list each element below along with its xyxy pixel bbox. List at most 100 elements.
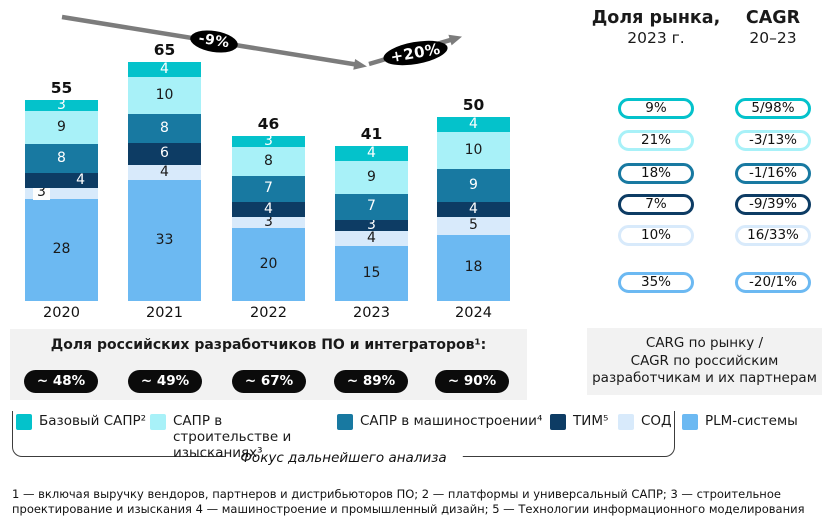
market-share-pill: 21% xyxy=(618,130,694,151)
bar-total-label: 65 xyxy=(153,41,176,59)
bar-total-label: 55 xyxy=(50,79,73,97)
x-axis-label: 2022 xyxy=(250,305,287,321)
bar-segment: 9 xyxy=(25,111,98,144)
legend-item: САПР в машиностроении⁴ xyxy=(337,413,542,430)
segment-value: 4 xyxy=(160,164,169,180)
market-share-pill: 9% xyxy=(618,98,694,119)
cagr-note-line: CAGR по российским xyxy=(630,352,779,369)
ru-share-pill: ~ 49% xyxy=(128,370,202,393)
segment-value: 4 xyxy=(76,172,85,188)
arrowhead-up-icon xyxy=(448,34,462,46)
bar-segment: 4 xyxy=(335,231,408,246)
cagr-subtitle: 20–23 xyxy=(749,29,797,47)
bar-segment: 3 xyxy=(25,185,98,200)
cagr-pill: -20/1% xyxy=(735,272,811,293)
bar-segment: 18 xyxy=(437,235,510,301)
x-axis-label: 2023 xyxy=(353,305,390,321)
segment-value: 3 xyxy=(264,133,273,149)
segment-value: 10 xyxy=(464,142,483,158)
bar-segment: 9 xyxy=(335,161,408,194)
legend-swatch-icon xyxy=(682,414,698,430)
bar-total-label: 41 xyxy=(360,125,383,143)
bar-segment: 8 xyxy=(25,144,98,173)
ru-share-pill: ~ 89% xyxy=(334,370,408,393)
legend-label: Базовый САПР² xyxy=(39,413,147,429)
segment-value: 4 xyxy=(367,145,376,161)
bar-segment: 9 xyxy=(437,169,510,202)
legend-swatch-icon xyxy=(16,414,32,430)
segment-value: 6 xyxy=(160,145,169,161)
legend-item: Базовый САПР² xyxy=(16,413,146,430)
footnote: 1 — включая выручку вендоров, партнеров … xyxy=(12,487,805,517)
bar-segment: 33 xyxy=(128,180,201,301)
bar-segment: 5 xyxy=(437,217,510,235)
bar-segment: 3 xyxy=(232,133,305,149)
bar-segment: 4 xyxy=(335,146,408,161)
legend-label: САПР в строительстве и изысканиях³ xyxy=(173,413,292,461)
legend-item: PLM-системы xyxy=(682,413,798,430)
segment-value: 4 xyxy=(264,201,273,217)
segment-value: 9 xyxy=(57,119,66,135)
market-share-pill: 35% xyxy=(618,272,694,293)
ru-share-title: Доля российских разработчиков ПО и интег… xyxy=(50,337,487,353)
market-share-column-header: Доля рынка, 2023 г. xyxy=(578,8,734,48)
legend-swatch-icon xyxy=(337,414,353,430)
bar-total-label: 46 xyxy=(257,115,280,133)
x-axis-label: 2024 xyxy=(455,305,492,321)
segment-value: 8 xyxy=(160,120,169,136)
arrowhead-down-icon xyxy=(353,59,367,70)
cagr-title: CAGR xyxy=(745,8,801,28)
segment-value: 3 xyxy=(367,217,376,233)
bar-segment: 15 xyxy=(335,246,408,301)
legend-label: PLM-системы xyxy=(705,413,798,429)
cagr-column-header: CAGR 20–23 xyxy=(734,8,812,48)
x-axis-label: 2021 xyxy=(146,305,183,321)
segment-value: 4 xyxy=(367,230,376,246)
ru-share-pill: ~ 67% xyxy=(232,370,306,393)
bar-segment: 3 xyxy=(232,214,305,230)
bar-segment: 7 xyxy=(232,176,305,202)
bar-segment: 4 xyxy=(232,202,305,217)
segment-value: 3 xyxy=(57,97,66,113)
segment-value: 5 xyxy=(469,217,478,233)
segment-value: 9 xyxy=(367,169,376,185)
segment-value: 18 xyxy=(464,259,483,275)
bar-segment: 10 xyxy=(128,77,201,114)
legend-item: САПР в строительстве и изысканиях³ xyxy=(150,413,325,461)
segment-value: 15 xyxy=(362,265,381,281)
market-share-subtitle: 2023 г. xyxy=(627,29,685,47)
x-axis-label: 2020 xyxy=(43,305,80,321)
segment-value: 4 xyxy=(469,116,478,132)
legend-label: СОД xyxy=(641,413,672,429)
segment-value: 3 xyxy=(33,185,50,200)
ru-share-pill: ~ 48% xyxy=(24,370,98,393)
bar-segment: 28 xyxy=(25,199,98,301)
bar-segment: 4 xyxy=(25,173,98,188)
cagr-pill: 16/33% xyxy=(735,225,811,246)
segment-value: 8 xyxy=(57,150,66,166)
bar-segment: 3 xyxy=(335,217,408,233)
segment-value: 20 xyxy=(259,256,278,272)
segment-value: 10 xyxy=(155,87,174,103)
bar-segment: 4 xyxy=(437,117,510,132)
bar-segment: 6 xyxy=(128,143,201,165)
legend-swatch-icon xyxy=(150,414,166,430)
bar-segment: 7 xyxy=(335,194,408,220)
legend-item: ТИМ⁵ xyxy=(550,413,608,430)
legend-item: СОД xyxy=(618,413,672,430)
legend-row: Базовый САПР² САПР в строительстве и изыс… xyxy=(0,413,829,461)
legend-swatch-icon xyxy=(618,414,634,430)
market-share-pill: 7% xyxy=(618,194,694,215)
segment-value: 3 xyxy=(264,214,273,230)
cagr-note-line: разработчикам и их партнерам xyxy=(592,370,817,386)
bar-segment: 10 xyxy=(437,132,510,169)
segment-value: 4 xyxy=(469,201,478,217)
cagr-pill: 5/98% xyxy=(735,98,811,119)
focus-label: Фокус дальнейшего анализа xyxy=(224,450,463,466)
bar-segment: 4 xyxy=(437,202,510,217)
bar-segment: 20 xyxy=(232,228,305,301)
market-share-title: Доля рынка, xyxy=(591,8,721,28)
bar-segment: 4 xyxy=(128,165,201,180)
segment-value: 9 xyxy=(469,177,478,193)
